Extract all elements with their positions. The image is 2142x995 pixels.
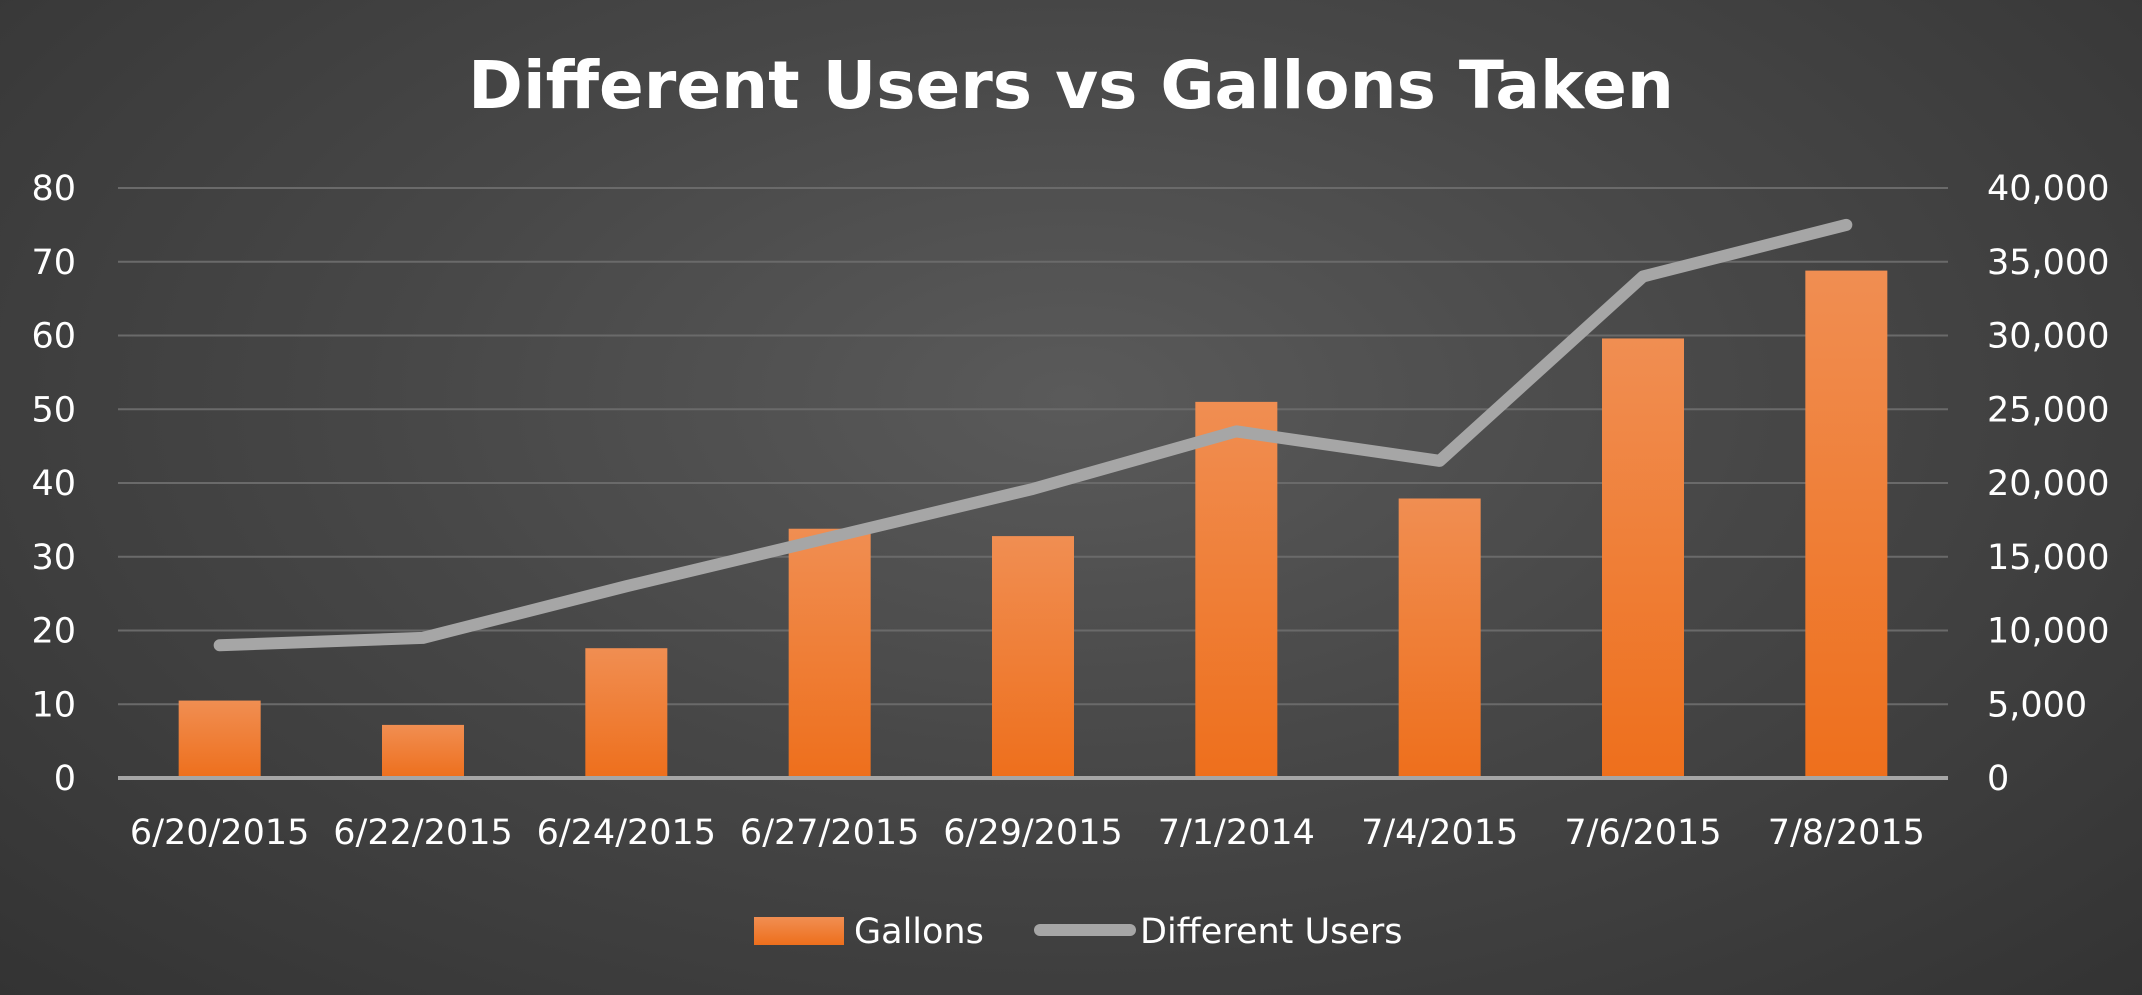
y2-tick-label: 5,000 [1987, 685, 2087, 725]
users-line-point [828, 536, 831, 539]
right-axis-ticks: 0 5,000 10,000 15,000 20,000 25,000 30,000 35,0… [1987, 169, 2109, 799]
y2-tick-label: 20,000 [1987, 464, 2109, 504]
users-line-point [422, 636, 424, 639]
users-line-point [1438, 459, 1441, 462]
y-tick-label: 70 [31, 243, 76, 283]
y2-tick-label: 25,000 [1987, 390, 2109, 430]
y2-tick-label: 40,000 [1987, 169, 2109, 209]
users-line-point [218, 644, 221, 647]
gallons-bar [788, 528, 871, 778]
legend-users-label: Different Users [1140, 912, 1403, 952]
x-tick-label: 6/22/2015 [333, 813, 512, 853]
left-axis-ticks: 0 10 20 30 40 50 60 70 80 [31, 169, 76, 799]
gallons-bar [1398, 498, 1481, 778]
x-axis-ticks: 6/20/2015 6/22/2015 6/24/2015 6/27/2015 6/29… [130, 813, 1925, 853]
gallons-bar [178, 700, 261, 778]
y-tick-label: 20 [31, 612, 76, 652]
users-line-point [625, 585, 628, 588]
users-line-point [1235, 430, 1238, 433]
users-line-point [1032, 487, 1034, 490]
y2-tick-label: 35,000 [1987, 243, 2109, 283]
gallons-bar [992, 536, 1074, 778]
gallons-bar [585, 648, 668, 778]
y-tick-label: 10 [31, 685, 76, 725]
y-tick-label: 80 [31, 169, 76, 209]
x-tick-label: 6/27/2015 [740, 813, 919, 853]
y2-tick-label: 10,000 [1987, 612, 2109, 652]
gallons-bar [382, 724, 464, 778]
y2-tick-label: 30,000 [1987, 317, 2109, 357]
legend-gallons-swatch [754, 917, 844, 945]
legend: Gallons Different Users [754, 912, 1403, 952]
legend-gallons-label: Gallons [854, 912, 984, 952]
y-tick-label: 60 [31, 317, 76, 357]
x-tick-label: 6/24/2015 [537, 813, 716, 853]
y-tick-label: 50 [31, 390, 76, 430]
x-tick-label: 7/6/2015 [1564, 813, 1721, 853]
y2-tick-label: 0 [1987, 759, 2009, 799]
users-line [213, 218, 1853, 652]
gallons-bars [178, 270, 1888, 778]
gallons-bar [1805, 270, 1888, 778]
y-tick-label: 0 [54, 759, 76, 799]
x-tick-label: 6/29/2015 [943, 813, 1122, 853]
x-tick-label: 6/20/2015 [130, 813, 309, 853]
y2-tick-label: 15,000 [1987, 538, 2109, 578]
users-line-point [1845, 223, 1848, 226]
chart-title: Different Users vs Gallons Taken [468, 47, 1674, 124]
y-tick-label: 40 [31, 464, 76, 504]
x-tick-label: 7/1/2014 [1158, 813, 1315, 853]
y-tick-label: 30 [31, 538, 76, 578]
x-tick-label: 7/8/2015 [1768, 813, 1925, 853]
x-tick-label: 7/4/2015 [1361, 813, 1518, 853]
gallons-bar [1195, 401, 1278, 778]
users-line-point [1642, 275, 1644, 278]
gallons-bar [1602, 338, 1684, 778]
